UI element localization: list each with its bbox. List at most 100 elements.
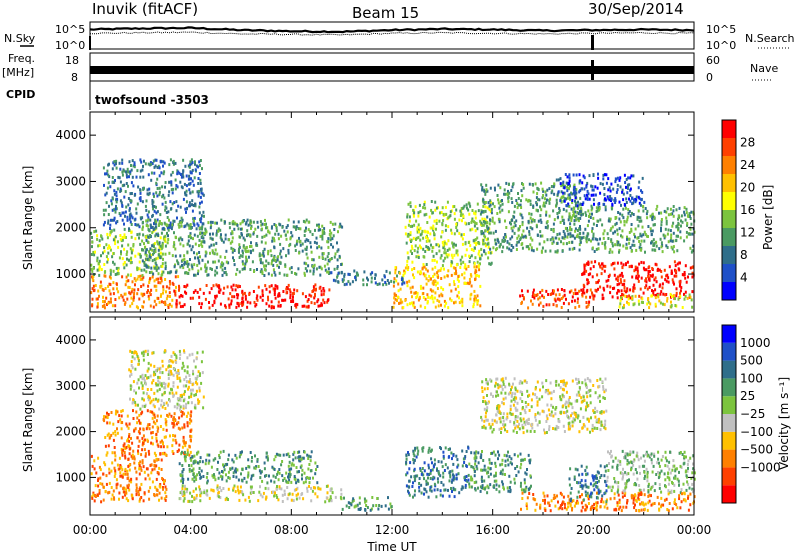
- range-cell: [235, 284, 238, 288]
- range-cell: [637, 299, 640, 303]
- range-cell: [469, 228, 472, 232]
- range-cell: [221, 261, 223, 265]
- range-cell: [104, 463, 107, 467]
- range-cell: [200, 469, 203, 473]
- range-cell: [548, 187, 551, 191]
- range-cell: [648, 285, 651, 289]
- range-cell: [111, 451, 114, 455]
- range-cell: [407, 234, 410, 238]
- range-cell: [171, 421, 174, 425]
- range-cell: [473, 294, 476, 298]
- range-cell: [155, 220, 158, 224]
- range-cell: [198, 244, 200, 248]
- range-cell: [326, 270, 329, 274]
- range-cell: [265, 302, 268, 306]
- range-cell: [529, 236, 532, 240]
- range-cell: [470, 292, 473, 296]
- range-cell: [164, 498, 167, 502]
- range-cell: [386, 279, 389, 282]
- range-cell: [238, 243, 241, 247]
- range-cell: [540, 181, 543, 185]
- range-cell: [577, 205, 580, 209]
- range-cell: [580, 288, 583, 292]
- range-cell: [195, 389, 198, 393]
- range-cell: [430, 200, 433, 203]
- range-cell: [653, 223, 656, 227]
- range-cell: [383, 275, 386, 279]
- range-cell: [165, 487, 168, 491]
- range-cell: [101, 482, 104, 486]
- range-cell: [254, 466, 257, 470]
- range-cell: [433, 231, 435, 235]
- range-cell: [585, 301, 588, 304]
- range-cell: [171, 360, 174, 364]
- range-cell: [281, 225, 284, 229]
- range-cell: [487, 237, 489, 241]
- range-cell: [156, 187, 159, 190]
- range-cell: [374, 281, 377, 285]
- range-cell: [256, 234, 259, 238]
- range-cell: [155, 191, 158, 195]
- range-cell: [103, 303, 106, 307]
- range-cell: [586, 282, 589, 286]
- range-cell: [161, 359, 164, 363]
- range-cell: [291, 462, 294, 466]
- range-cell: [147, 193, 150, 197]
- range-cell: [177, 371, 180, 375]
- range-cell: [301, 304, 304, 308]
- range-cell: [196, 234, 199, 238]
- range-cell: [647, 270, 650, 273]
- range-cell: [411, 295, 413, 299]
- range-cell: [164, 234, 167, 238]
- range-cell: [253, 270, 255, 273]
- range-cell: [244, 297, 247, 301]
- range-cell: [598, 208, 601, 212]
- range-cell: [462, 260, 465, 264]
- range-cell: [447, 225, 450, 229]
- range-cell: [147, 473, 150, 477]
- range-cell: [459, 214, 462, 217]
- range-cell: [179, 205, 182, 209]
- range-cell: [120, 201, 123, 205]
- range-cell: [532, 288, 535, 292]
- range-cell: [189, 191, 192, 195]
- range-cell: [303, 273, 306, 277]
- range-cell: [157, 379, 160, 383]
- range-cell: [468, 254, 471, 258]
- range-cell: [193, 223, 196, 227]
- range-cell: [626, 260, 629, 264]
- range-cell: [264, 218, 266, 222]
- range-cell: [156, 265, 159, 269]
- range-cell: [287, 452, 290, 456]
- range-cell: [513, 231, 516, 235]
- range-cell: [634, 235, 636, 239]
- range-cell: [206, 472, 209, 475]
- range-cell: [590, 193, 593, 197]
- range-cell: [151, 442, 154, 446]
- range-cell: [109, 272, 112, 276]
- range-cell: [181, 172, 184, 176]
- range-cell: [297, 492, 300, 496]
- range-cell: [586, 288, 589, 292]
- range-cell: [180, 216, 183, 220]
- range-cell: [684, 264, 687, 268]
- range-cell: [287, 283, 290, 287]
- range-cell: [582, 235, 585, 239]
- range-cell: [324, 500, 327, 504]
- range-cell: [514, 224, 517, 228]
- range-cell: [450, 273, 453, 277]
- range-cell: [182, 244, 185, 248]
- range-cell: [127, 258, 130, 262]
- range-cell: [146, 388, 149, 391]
- range-cell: [632, 213, 635, 216]
- range-cell: [483, 189, 486, 193]
- range-cell: [190, 419, 193, 423]
- range-cell: [601, 267, 604, 271]
- range-cell: [406, 251, 409, 255]
- range-cell: [633, 198, 635, 202]
- colorbar-tick-label: 12: [740, 226, 755, 240]
- range-cell: [409, 204, 412, 208]
- range-cell: [255, 303, 258, 307]
- range-cell: [573, 183, 576, 187]
- range-cell: [519, 294, 522, 298]
